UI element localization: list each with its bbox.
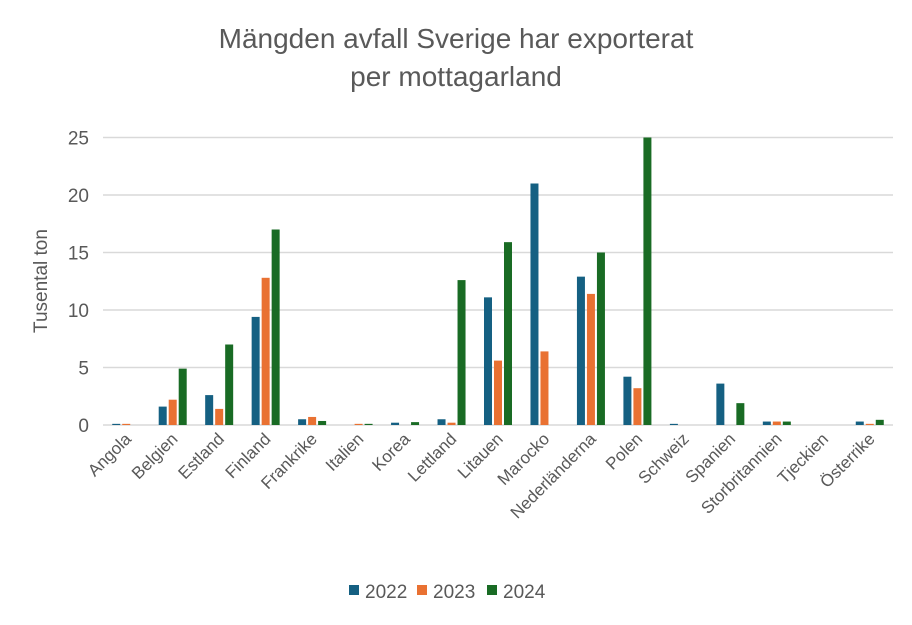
chart-title-line-1: Mängden avfall Sverige har exporterat [219, 23, 694, 54]
bar-2022 [669, 423, 678, 425]
bar-2023 [308, 416, 317, 425]
bar-2023 [122, 423, 131, 425]
bar-2022 [576, 276, 585, 425]
bar-2022 [530, 183, 539, 425]
y-tick-label: 20 [68, 186, 89, 207]
bar-2024 [736, 403, 745, 425]
bar-2023 [215, 408, 224, 425]
bar-2024 [875, 419, 884, 425]
bar-2022 [205, 395, 214, 425]
bar-2023 [865, 423, 874, 425]
bar-2022 [391, 422, 400, 425]
bar-2023 [354, 423, 363, 425]
bar-2024 [782, 421, 791, 425]
y-tick-label: 5 [78, 359, 89, 380]
bar-2022 [251, 316, 260, 425]
chart-title-line-2: per mottagarland [350, 61, 562, 92]
x-tick-label: Storbritannien [697, 429, 785, 517]
bar-2024 [596, 252, 605, 425]
legend-swatch-2022 [349, 585, 359, 595]
legend-swatch-2023 [417, 585, 427, 595]
bar-2023 [447, 422, 456, 425]
bar-2024 [457, 280, 466, 425]
bar-2022 [855, 421, 864, 425]
bar-2023 [772, 421, 781, 425]
bar-2022 [437, 419, 446, 425]
x-tick-label: Belgien [128, 429, 182, 483]
y-axis-label: Tusental ton [31, 229, 52, 333]
bar-2024 [411, 422, 420, 425]
x-tick-label: Italien [322, 429, 368, 475]
bar-2024 [178, 368, 187, 425]
bar-2023 [261, 277, 270, 425]
bar-2022 [158, 406, 167, 425]
y-tick-label: 10 [68, 301, 89, 322]
legend-swatch-2024 [487, 585, 497, 595]
bar-2022 [762, 421, 771, 425]
y-tick-label: 0 [78, 416, 89, 437]
bar-2023 [540, 351, 549, 425]
bar-2023 [586, 293, 595, 425]
legend-label: 2023 [433, 582, 475, 603]
bar-2024 [225, 344, 234, 425]
x-tick-label: Polen [602, 429, 646, 473]
bar-2024 [271, 229, 280, 425]
y-tick-label: 25 [68, 129, 89, 150]
x-tick-label: Lettland [404, 429, 460, 485]
x-tick-label: Estland [174, 429, 228, 483]
x-tick-label: Angola [84, 429, 135, 480]
legend-label: 2022 [365, 582, 407, 603]
bar-2022 [298, 419, 307, 425]
legend-label: 2024 [503, 582, 546, 603]
bar-2022 [716, 383, 725, 425]
bar-2023 [494, 360, 502, 425]
bar-2024 [318, 420, 327, 425]
bar-2024 [364, 423, 373, 425]
bar-2022 [112, 423, 121, 425]
x-tick-label: Schweiz [635, 429, 693, 487]
bar-2023 [168, 399, 177, 425]
bar-2024 [643, 137, 652, 425]
bar-2023 [633, 388, 642, 425]
x-tick-label: Nederländerna [507, 429, 600, 522]
bar-2022 [623, 376, 632, 425]
bar-2022 [484, 297, 492, 425]
bar-2024 [504, 242, 512, 425]
y-tick-label: 15 [68, 244, 89, 265]
